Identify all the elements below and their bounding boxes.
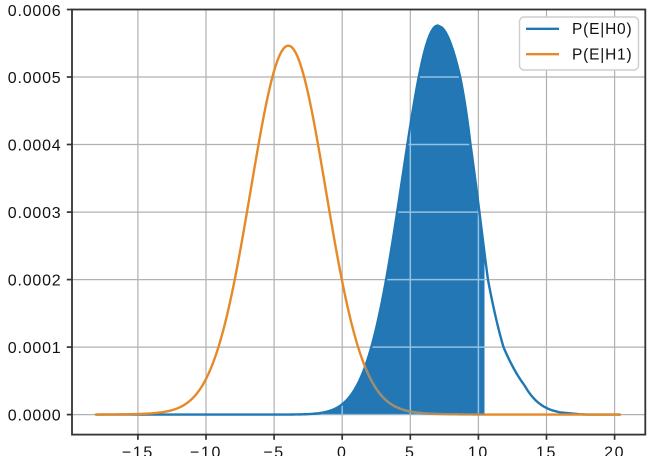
svg-text:0.0006: 0.0006 [8,3,62,20]
svg-text:10: 10 [468,445,489,456]
svg-text:0.0000: 0.0000 [8,407,62,424]
svg-text:0.0004: 0.0004 [8,137,62,154]
svg-text:0.0005: 0.0005 [8,70,62,87]
svg-text:−10: −10 [190,445,222,456]
svg-text:P(E|H1): P(E|H1) [572,47,632,64]
svg-text:5: 5 [405,445,416,456]
svg-text:P(E|H0): P(E|H0) [572,21,632,38]
svg-text:−5: −5 [263,445,284,456]
svg-text:15: 15 [536,445,557,456]
svg-text:20: 20 [604,445,625,456]
svg-text:0: 0 [337,445,348,456]
svg-text:0.0003: 0.0003 [8,205,62,222]
svg-text:0.0001: 0.0001 [8,340,62,357]
svg-text:−15: −15 [122,445,154,456]
svg-text:0.0002: 0.0002 [8,272,62,289]
